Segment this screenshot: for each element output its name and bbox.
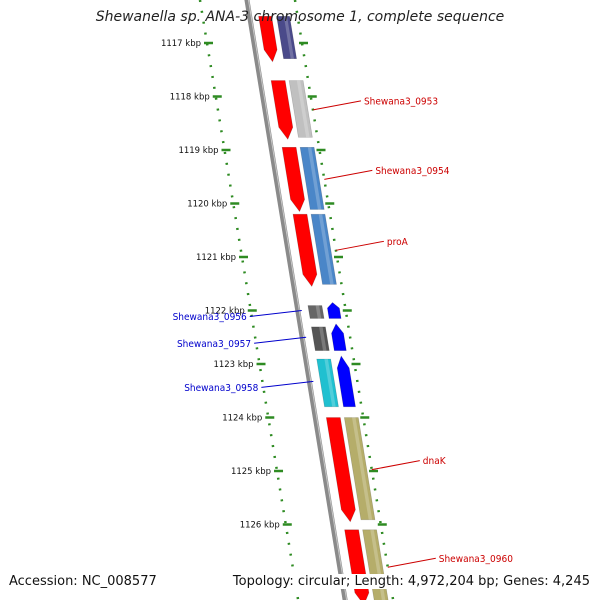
gene-Shewana3_0956-cds-arrow <box>327 302 342 319</box>
tick-label: 1126 kbp <box>240 521 280 531</box>
backbone-layer <box>244 0 349 604</box>
tick-label: 1117 kbp <box>161 39 201 49</box>
right-tick-track <box>293 0 395 601</box>
label-layer: Shewana3_0953 Shewana3_0954 proA Shewana3_0… <box>173 96 513 568</box>
gene-dnaK-feature-bar-sheen <box>352 417 373 520</box>
accession-text: Accession: NC_008577 <box>9 574 157 589</box>
gene-label-proA: proA <box>387 237 409 248</box>
leader-Shewana3_0956 <box>249 310 302 317</box>
tick-label: 1122 kbp <box>205 307 245 317</box>
chromosome-backbone <box>244 0 349 604</box>
gene-Shewana3_0953-feature-bar <box>288 80 313 138</box>
chromosome-backbone-highlight <box>247 0 348 604</box>
gene-label-dnaK: dnaK <box>423 456 447 467</box>
gene-proA-feature-bar-sheen <box>318 214 334 285</box>
leader-Shewana3_0954 <box>324 169 373 180</box>
gene-partial-feature-bar <box>276 15 297 60</box>
genome-summary-text: Topology: circular; Length: 4,972,204 bp… <box>230 574 590 589</box>
tick-label: 1120 kbp <box>187 200 227 210</box>
gene-Shewana3_0957-feature-bar-sheen <box>319 326 327 351</box>
gene-Shewana3_0957-cds-arrow <box>331 323 347 351</box>
gene-partial-feature-bar-sheen <box>283 16 294 59</box>
gene-Shewana3_0953-feature-bar-sheen <box>296 80 310 138</box>
leader-Shewana3_0960 <box>387 557 436 568</box>
gene-Shewana3_0958-feature-bar-sheen <box>324 359 336 407</box>
tick-label: 1124 kbp <box>222 414 262 424</box>
left-tick-track <box>198 0 300 601</box>
gene-Shewana3_0958-feature-bar <box>316 358 339 408</box>
gene-label-Shewana3_0956: Shewana3_0956 <box>173 312 247 323</box>
gene-Shewana3_0958-cds-arrow <box>336 355 356 408</box>
gene-Shewana3_0957-feature-bar <box>311 326 330 351</box>
leader-Shewana3_0958 <box>261 380 314 388</box>
gene-Shewana3_0956-feature-bar <box>307 305 325 319</box>
gene-label-Shewana3_0953: Shewana3_0953 <box>364 96 438 107</box>
gene-proA-cds-arrow <box>292 213 318 287</box>
leader-proA <box>335 240 385 251</box>
tick-label: 1125 kbp <box>231 467 271 477</box>
gene-label-Shewana3_0954: Shewana3_0954 <box>375 166 449 177</box>
gene-dnaK-cds-arrow <box>325 417 356 523</box>
gene-Shewana3_0953-cds-arrow <box>270 80 294 140</box>
gene-label-Shewana3_0958: Shewana3_0958 <box>184 383 258 394</box>
gene-partial-cds-arrow <box>258 15 278 63</box>
tick-label: 1121 kbp <box>196 253 236 263</box>
gene-Shewana3_0956-feature-bar-sheen <box>315 305 322 319</box>
gene-Shewana3_0954-cds-arrow <box>281 147 305 213</box>
leader-Shewana3_0953 <box>312 100 362 111</box>
tick-label: 1123 kbp <box>213 360 253 370</box>
gene-Shewana3_0954-feature-bar <box>299 147 325 210</box>
gene-Shewana3_0954-feature-bar-sheen <box>307 147 322 210</box>
gene-label-Shewana3_0957: Shewana3_0957 <box>177 339 251 350</box>
map-title: Shewanella sp. ANA-3 chromosome 1, compl… <box>95 9 505 25</box>
tick-label: 1119 kbp <box>178 146 218 156</box>
tick-label: 1118 kbp <box>170 93 210 103</box>
leader-dnaK <box>371 460 420 471</box>
leader-Shewana3_0957 <box>254 336 307 344</box>
gene-dnaK-feature-bar <box>343 417 376 521</box>
gene-label-Shewana3_0960: Shewana3_0960 <box>439 554 513 565</box>
gene-proA-feature-bar <box>310 213 337 285</box>
